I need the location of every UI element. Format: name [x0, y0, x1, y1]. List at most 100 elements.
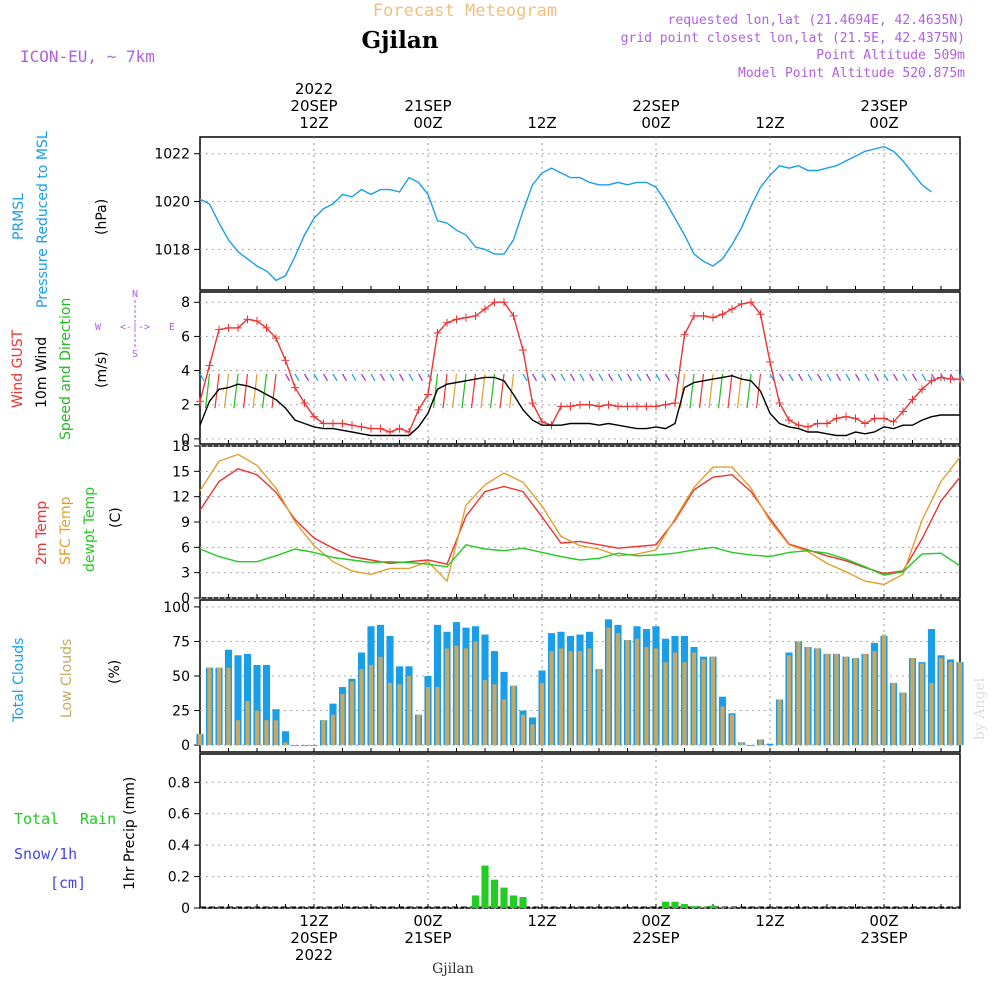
rain-bar — [728, 907, 736, 908]
low-cloud-bar — [834, 653, 839, 746]
rain-bar — [699, 906, 708, 908]
low-cloud-bar — [891, 682, 896, 746]
total-cloud-bar — [253, 664, 261, 746]
low-cloud-bar — [292, 745, 298, 747]
wind-direction-arrow — [911, 373, 918, 382]
low-cloud-bar — [615, 633, 621, 746]
low-cloud-bar — [330, 714, 336, 746]
bottom-time-label: 12Z — [527, 912, 556, 930]
wind-direction-arrow — [398, 373, 405, 382]
low-cloud-bar — [824, 653, 830, 746]
wind-direction-arrow — [541, 373, 547, 382]
low-cloud-bar — [758, 739, 763, 746]
gridpoint-coords: grid point closest lon,lat (21.5E, 42.43… — [621, 31, 965, 46]
wind-direction-arrow — [816, 373, 823, 382]
clouds-panel: 0 25 50 75 100 — [163, 599, 964, 754]
wind-panel: 0 2 4 6 8 — [181, 291, 965, 448]
wind-direction-arrow — [252, 373, 258, 409]
pressure-frame — [199, 136, 961, 291]
wind-direction-arrow — [489, 373, 496, 409]
snow-label: Snow/1h — [14, 845, 77, 863]
wind-direction-arrow — [432, 373, 439, 409]
wind-direction-arrow — [579, 373, 585, 382]
wind-direction-arrow — [284, 373, 291, 382]
wind-direction-arrow — [664, 373, 671, 382]
low-cloud-bar — [558, 648, 564, 746]
ytick-label: 50 — [172, 669, 190, 685]
cloud-panel-labels: Total Clouds Low Clouds (%) — [11, 638, 123, 723]
ytick-label: 0 — [181, 738, 190, 754]
wind-direction-arrow — [845, 373, 851, 382]
rain-bar — [500, 887, 508, 908]
pressure-panel: 1018 1020 1022 — [154, 136, 961, 291]
ytick-label: 25 — [172, 704, 190, 720]
low-cloud-bar — [435, 687, 440, 746]
low-cloud-bar — [710, 656, 716, 746]
wind-10m-label: 10m Wind — [34, 337, 50, 408]
ytick-label: 15 — [172, 464, 190, 480]
bottom-time-label: 2022 — [295, 946, 333, 964]
low-cloud-bar — [625, 640, 630, 746]
ytick-label: 8 — [181, 295, 190, 311]
low-cloud-bar — [929, 682, 934, 746]
bottom-time-label: 12Z — [755, 912, 784, 930]
ytick-label: 0 — [181, 591, 190, 607]
low-cloud-bar — [786, 655, 792, 746]
compass-north: N — [132, 289, 138, 300]
rain-bar — [519, 897, 527, 908]
low-cloud-bar — [587, 648, 592, 746]
low-cloud-bar — [900, 692, 906, 746]
wind-direction-arrow — [261, 373, 268, 409]
low-cloud-bar — [729, 714, 735, 746]
wind-direction-arrow — [778, 373, 785, 382]
low-cloud-bar — [283, 742, 288, 746]
location-title: Gjilan — [361, 27, 438, 54]
wind-direction-arrow — [233, 373, 239, 409]
watermark: by Angel — [972, 677, 988, 740]
ms-unit-label: (m/s) — [94, 351, 110, 388]
model-altitude: Model Point Altitude 520.875m — [738, 66, 965, 81]
low-cloud-bar — [235, 720, 241, 746]
total-cloud-bar — [281, 731, 290, 746]
top-time-label: 2022 — [295, 80, 333, 98]
requested-coords: requested lon,lat (21.4694E, 42.4635N) — [668, 13, 965, 28]
low-cloud-bar — [549, 651, 554, 746]
c-unit-label: (C) — [108, 507, 124, 528]
rain-label: Rain — [80, 810, 116, 828]
wind-direction-arrow — [883, 373, 889, 382]
top-time-label: 12Z — [527, 114, 556, 132]
wind-direction-arrow — [313, 373, 319, 382]
low-cloud-bar — [425, 687, 431, 746]
total-cloud-bar — [433, 624, 442, 746]
wind-direction-arrow — [617, 373, 623, 382]
low-cloud-bar — [577, 651, 583, 746]
ytick-label: 0.2 — [168, 870, 190, 886]
low-cloud-bar — [634, 638, 640, 746]
low-cloud-bar — [748, 745, 754, 747]
low-cloud-bar — [444, 648, 450, 746]
total-cloud-bar — [262, 664, 271, 746]
wind-direction-arrow — [689, 373, 695, 409]
wind-direction-arrow — [755, 373, 762, 409]
low-cloud-bar — [245, 700, 250, 746]
wind-direction-arrow — [379, 373, 386, 382]
low-cloud-bar — [682, 662, 687, 746]
wind-direction-arrow — [921, 373, 927, 382]
low-cloud-bar — [843, 656, 849, 746]
low-cloud-bar — [539, 682, 545, 746]
wind-direction-arrow — [736, 373, 743, 409]
wind-direction-arrow — [480, 373, 486, 409]
10m-wind-line — [199, 374, 960, 437]
low-cloud-bar — [511, 685, 516, 746]
wind-direction-arrow — [797, 373, 804, 382]
low-cloud-bar — [473, 641, 478, 746]
rain-bar — [490, 879, 499, 908]
low-cloud-bar — [948, 662, 953, 746]
low-cloud-bar — [264, 720, 269, 746]
model-label: ICON-EU, ~ 7km — [20, 47, 155, 66]
precip-frame — [199, 753, 961, 909]
compass-south: S — [132, 349, 138, 360]
total-clouds-label: Total Clouds — [11, 638, 27, 723]
low-cloud-bar — [226, 667, 231, 746]
